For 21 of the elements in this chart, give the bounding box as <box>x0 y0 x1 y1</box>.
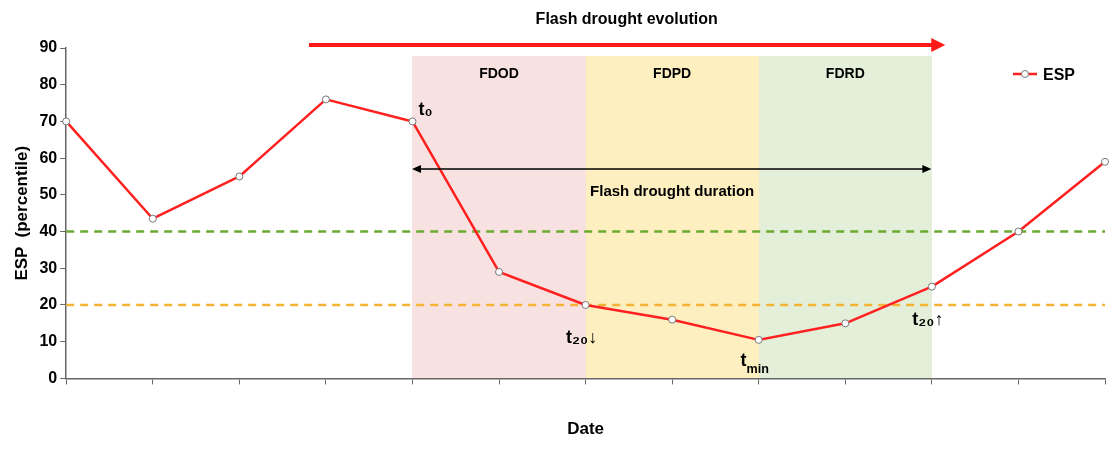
annotation: t₂₀↑ <box>912 308 944 329</box>
y-tick-label: 60 <box>39 148 58 166</box>
y-tick-label: 10 <box>39 332 58 350</box>
y-tick-label: 20 <box>39 295 58 313</box>
y-tick-label: 50 <box>39 185 58 203</box>
annotation: t₀ <box>418 99 433 120</box>
y-tick-label: 90 <box>39 38 58 56</box>
annotation: FDOD <box>479 65 519 81</box>
y-tick-label: 0 <box>48 368 58 386</box>
legend-label: ESP <box>1042 66 1076 83</box>
y-tick-label: 70 <box>39 111 58 129</box>
x-axis-title: Date <box>567 419 605 439</box>
annotation: t₂₀↓ <box>566 326 598 347</box>
annotation: FDPD <box>653 65 692 81</box>
y-axis-title: ESP (percentile) <box>11 145 31 281</box>
annotation: Flash drought duration <box>590 182 755 200</box>
annotation: FDRD <box>825 65 865 81</box>
text: Flash drought evolution <box>535 10 718 27</box>
y-tick-label: 40 <box>39 221 58 239</box>
y-tick-label: 30 <box>39 258 58 276</box>
y-tick-label: 80 <box>39 75 58 93</box>
